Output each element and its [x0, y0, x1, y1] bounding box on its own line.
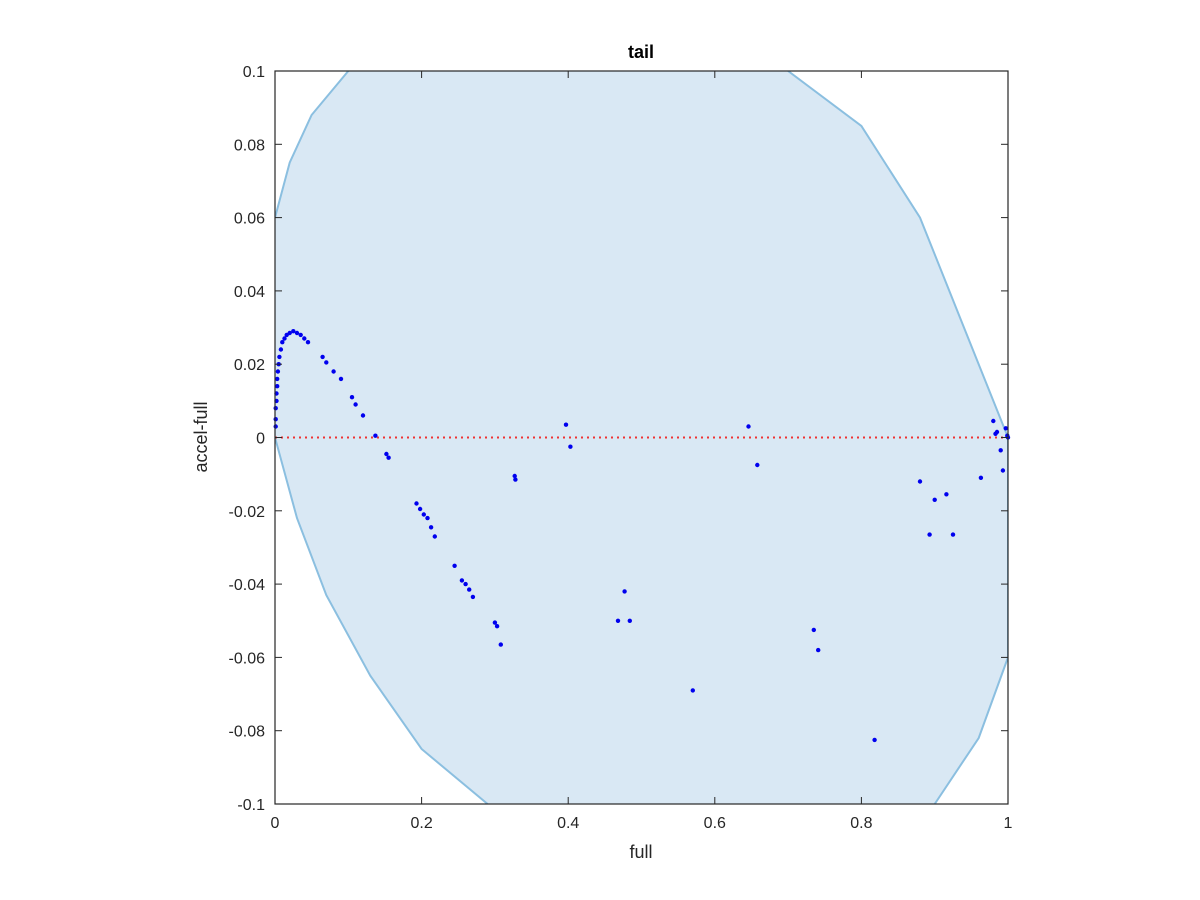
y-tick-label: -0.06 — [229, 650, 266, 667]
data-point — [452, 563, 457, 568]
data-point — [360, 413, 366, 418]
data-point — [349, 395, 355, 400]
x-axis-label: full — [629, 842, 652, 862]
data-point — [622, 589, 627, 594]
data-point — [353, 402, 358, 407]
x-tick-label: 1 — [1004, 815, 1013, 832]
data-point — [331, 369, 336, 374]
data-point — [277, 354, 282, 360]
y-tick-label: 0.1 — [243, 64, 265, 81]
data-point — [338, 376, 344, 382]
data-point — [463, 581, 468, 587]
data-point — [324, 360, 329, 365]
data-point — [467, 587, 472, 592]
data-point — [432, 534, 437, 539]
data-point — [492, 620, 498, 625]
y-tick-label: 0.08 — [234, 137, 265, 154]
data-point — [494, 624, 500, 629]
data-point — [950, 532, 956, 537]
data-point — [512, 473, 517, 479]
y-axis-label: accel-full — [191, 401, 211, 472]
data-point — [872, 737, 877, 743]
data-point — [459, 578, 465, 583]
x-tick-label: 0.2 — [410, 815, 432, 832]
data-point — [414, 501, 419, 506]
data-point — [425, 515, 430, 521]
data-point — [278, 347, 284, 352]
data-point — [816, 647, 821, 653]
data-point — [287, 330, 292, 336]
data-point — [282, 336, 287, 341]
data-point — [373, 433, 378, 438]
x-tick-label: 0.6 — [704, 815, 726, 832]
data-point — [275, 369, 281, 374]
chart-title: tail — [628, 42, 654, 62]
data-point — [498, 642, 503, 647]
data-point — [273, 424, 278, 429]
y-tick-label: -0.1 — [237, 797, 265, 814]
data-point — [305, 340, 311, 345]
data-point — [746, 424, 751, 429]
data-point — [994, 429, 1000, 435]
region-lower-boundary — [275, 437, 489, 804]
y-tick-label: -0.04 — [229, 577, 266, 594]
plot-area: 0 0.2 0.4 0.6 0.8 1 -0.1 -0.08 -0.06 -0.04 -0.02 0 0… — [229, 64, 1013, 832]
data-point — [470, 594, 476, 600]
data-point — [563, 422, 569, 427]
data-point — [998, 448, 1003, 453]
data-point — [273, 406, 278, 411]
y-tick-label: 0.06 — [234, 211, 265, 228]
data-point — [513, 477, 518, 482]
data-point — [428, 525, 434, 530]
data-point — [302, 336, 307, 341]
y-tick-label: -0.02 — [229, 504, 266, 521]
data-point — [755, 462, 760, 468]
data-point — [615, 618, 621, 623]
data-point — [1000, 468, 1006, 473]
data-point — [275, 384, 280, 389]
data-point — [294, 330, 300, 336]
y-tick-label: 0.02 — [234, 357, 265, 374]
region-upper-boundary — [275, 71, 350, 218]
data-point — [320, 354, 325, 360]
data-point — [811, 627, 816, 633]
data-point — [1003, 426, 1008, 431]
data-point — [917, 479, 923, 484]
data-point — [927, 532, 932, 537]
data-point — [568, 444, 573, 449]
data-point — [384, 451, 389, 457]
data-point — [291, 329, 296, 334]
x-tick-label: 0 — [271, 815, 280, 832]
region-right-boundary — [787, 71, 1008, 804]
data-point — [627, 618, 632, 623]
data-point — [932, 497, 937, 502]
y-tick-label: 0.04 — [234, 284, 265, 301]
data-point — [421, 512, 426, 517]
data-point — [386, 455, 391, 460]
data-point — [273, 417, 278, 422]
data-point — [978, 475, 984, 480]
data-point — [991, 418, 996, 424]
data-point — [280, 340, 285, 345]
y-tick-label: -0.08 — [229, 724, 266, 741]
data-point — [690, 688, 695, 693]
data-point — [275, 376, 280, 382]
x-tick-label: 0.8 — [850, 815, 872, 832]
data-point — [944, 492, 949, 497]
x-tick-label: 0.4 — [557, 815, 579, 832]
data-point — [298, 332, 303, 338]
y-tick-label: 0 — [256, 431, 265, 448]
data-point — [417, 506, 423, 512]
